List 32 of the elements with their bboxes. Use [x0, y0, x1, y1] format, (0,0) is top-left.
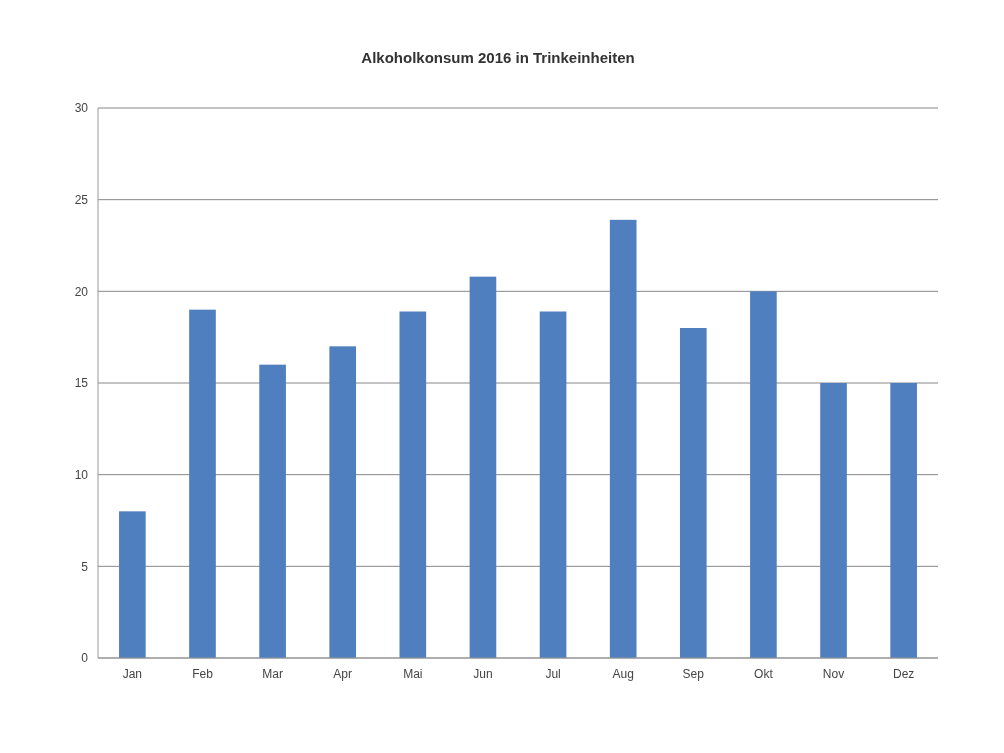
y-tick-label: 25 — [74, 192, 89, 207]
x-tick-label: Feb — [192, 667, 214, 681]
bar — [399, 311, 427, 658]
chart-title: Alkoholkonsum 2016 in Trinkeinheiten — [361, 49, 635, 66]
x-tick-label: Jul — [545, 667, 561, 681]
bar — [539, 311, 567, 658]
x-tick-label: Dez — [892, 667, 915, 681]
x-tick-label: Aug — [612, 667, 634, 681]
x-tick-label: Okt — [754, 667, 774, 681]
bar — [469, 276, 497, 658]
y-tick-label: 0 — [81, 651, 89, 666]
bar — [189, 309, 216, 658]
bar — [890, 383, 917, 658]
x-tick-label: Apr — [333, 667, 353, 681]
bar — [750, 291, 777, 658]
x-tick-label: Mar — [262, 667, 283, 681]
bar — [820, 383, 847, 658]
bar — [119, 511, 146, 658]
x-tick-label: Jun — [473, 667, 493, 681]
y-tick-label: 20 — [74, 284, 89, 299]
y-tick-label: 10 — [74, 467, 89, 482]
bar — [259, 364, 286, 658]
y-tick-label: 30 — [74, 101, 89, 116]
y-tick-label: 5 — [81, 559, 89, 574]
x-tick-label: Jan — [122, 667, 143, 681]
x-tick-label: Sep — [682, 667, 705, 681]
bar — [679, 328, 707, 658]
y-tick-label: 15 — [74, 376, 89, 391]
bar — [329, 346, 357, 658]
x-tick-label: Mai — [403, 667, 423, 681]
bar — [609, 219, 637, 658]
x-tick-label: Nov — [822, 667, 845, 681]
